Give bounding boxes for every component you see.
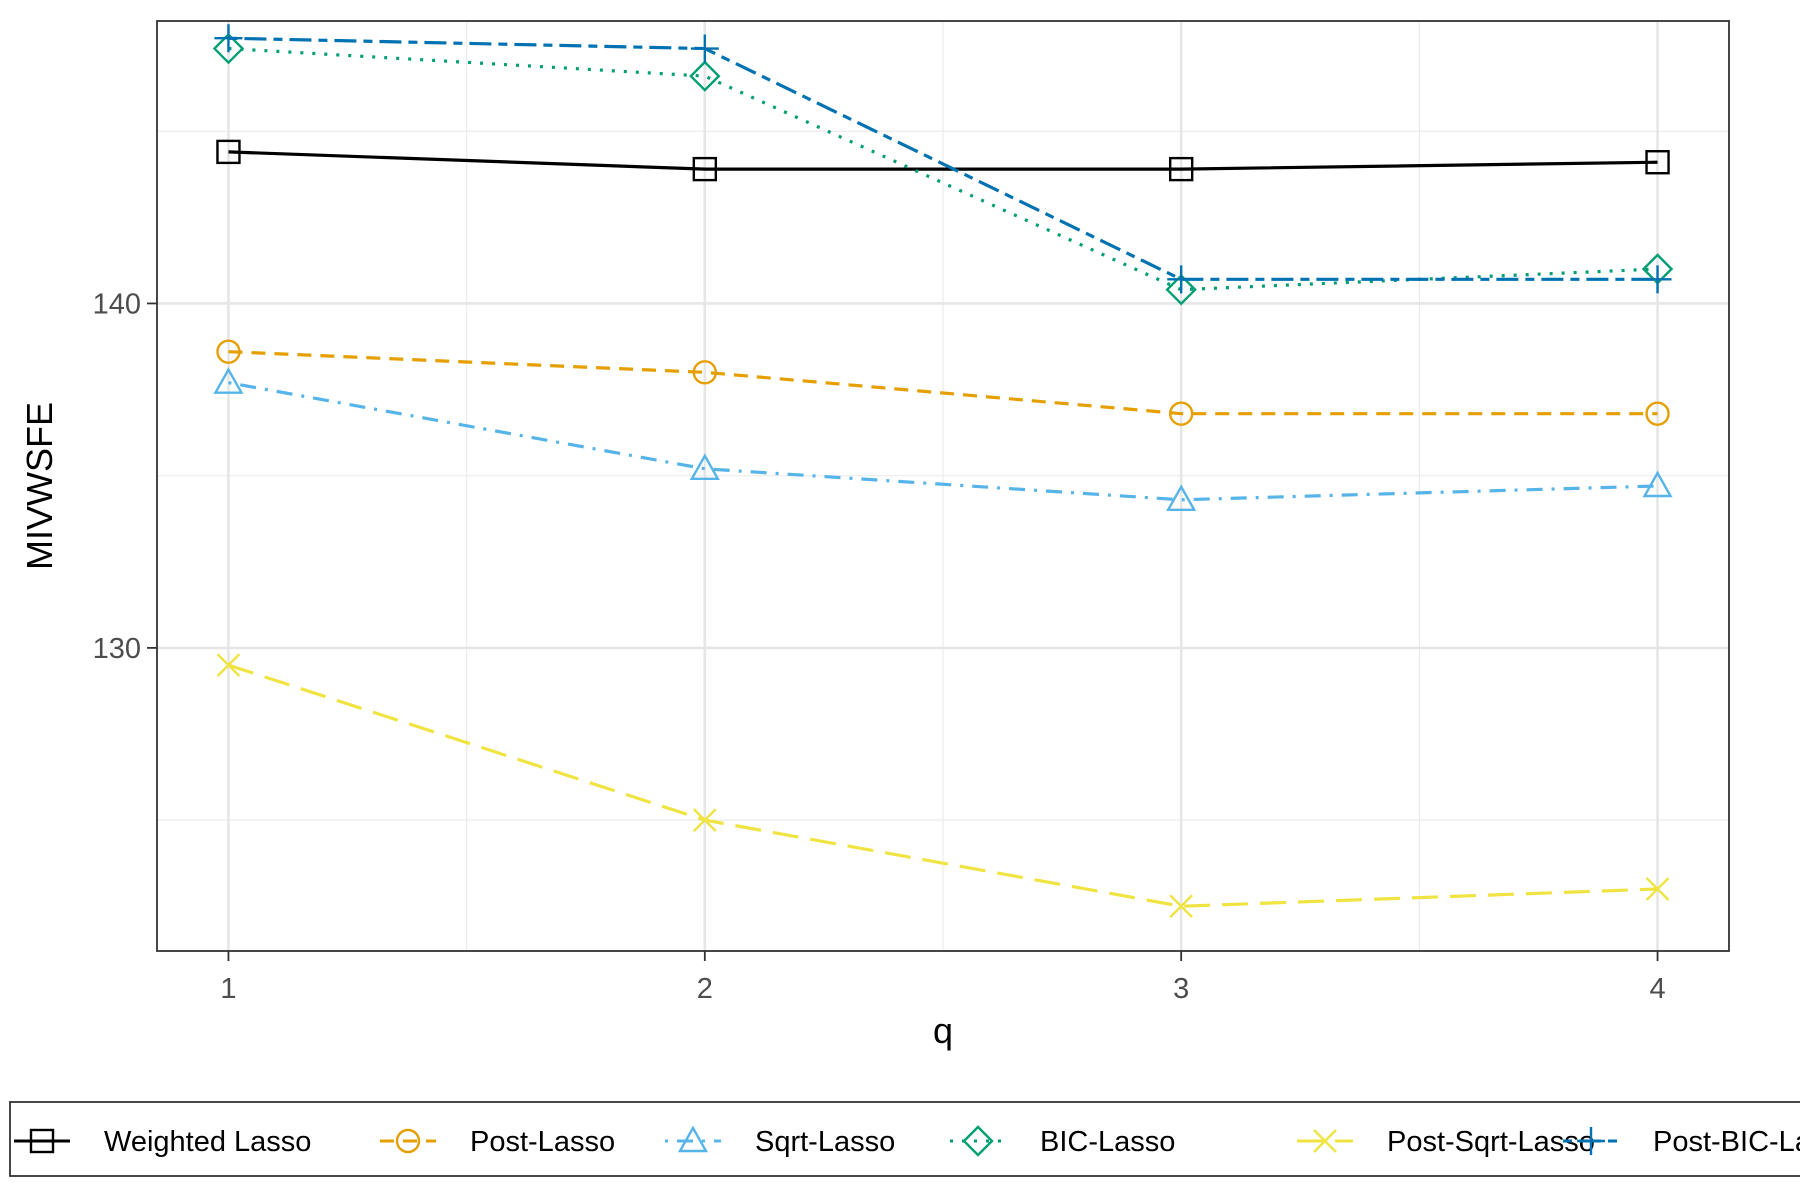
marker-diamond — [962, 1125, 994, 1157]
marker-square — [692, 156, 718, 182]
marker-diamond — [1165, 273, 1197, 306]
y-axis-label: MIVWSFE — [19, 402, 60, 570]
legend-label: Post-Lasso — [470, 1126, 615, 1158]
series-post-bic-lasso — [214, 24, 1672, 294]
marker-x — [1313, 1129, 1337, 1153]
marker-circle — [692, 360, 718, 385]
marker-plus — [1577, 1127, 1605, 1155]
legend-label: Sqrt-Lasso — [755, 1126, 895, 1158]
marker-plus — [214, 24, 243, 53]
marker-triangle — [1642, 470, 1673, 498]
marker-plus — [1643, 265, 1672, 294]
series-post-sqrt-lasso — [216, 653, 1670, 919]
axes: 1 2 3 4 130 140 — [93, 288, 1666, 1005]
series-sqrt-lasso — [213, 367, 1673, 511]
marker-square — [1168, 156, 1194, 182]
marker-plus — [1167, 265, 1196, 294]
x-tick-label: 1 — [220, 973, 236, 1005]
legend-label: Weighted Lasso — [104, 1126, 311, 1158]
marker-square — [216, 139, 241, 165]
marker-circle — [1645, 401, 1670, 426]
marker-square — [1645, 150, 1670, 175]
legend-item: Weighted Lasso — [14, 1126, 311, 1158]
legend-label: Post-Sqrt-Lasso — [1387, 1126, 1595, 1158]
marker-diamond — [212, 32, 245, 65]
x-tick-label: 2 — [697, 973, 713, 1005]
legend-item: Post-BIC-Lasso — [1563, 1126, 1800, 1158]
legend-item: Post-Sqrt-Lasso — [1297, 1126, 1595, 1158]
series-post-lasso — [216, 339, 1670, 426]
marker-circle — [395, 1128, 421, 1154]
legend-label: Post-BIC-Lasso — [1653, 1126, 1800, 1158]
plot-panel-border — [156, 20, 1730, 952]
marker-x — [1645, 877, 1670, 901]
marker-triangle — [1166, 484, 1197, 511]
marker-triangle — [689, 453, 720, 480]
marker-triangle — [213, 367, 244, 394]
series-line — [228, 150, 1658, 171]
series-weighted-lasso — [216, 139, 1670, 182]
legend-item: Post-Lasso — [380, 1126, 615, 1158]
marker-plus — [690, 34, 719, 63]
marker-square — [29, 1128, 55, 1154]
series-line — [228, 36, 1658, 281]
marker-triangle — [677, 1125, 709, 1153]
legend: Weighted Lasso Post-Lasso Sqrt-Lasso BIC-La… — [9, 1101, 1800, 1177]
x-axis-label: q — [933, 1010, 953, 1051]
series-line — [228, 381, 1658, 502]
series-line — [227, 663, 1658, 908]
series-layer — [212, 24, 1674, 919]
marker-x — [216, 653, 241, 677]
legend-label: BIC-Lasso — [1040, 1126, 1175, 1158]
legend-item: BIC-Lasso — [950, 1125, 1175, 1158]
legend-box — [9, 1101, 1800, 1177]
x-tick-label: 3 — [1173, 973, 1189, 1005]
marker-circle — [1168, 401, 1194, 426]
series-line — [228, 350, 1658, 416]
x-tick-label: 4 — [1649, 973, 1665, 1005]
marker-circle — [216, 339, 241, 364]
y-tick-label: 140 — [93, 288, 141, 320]
grid-lines — [157, 21, 1729, 951]
legend-item: Sqrt-Lasso — [665, 1125, 895, 1158]
marker-x — [692, 808, 717, 832]
y-tick-label: 130 — [93, 633, 141, 665]
marker-diamond — [689, 60, 721, 92]
marker-x — [1169, 894, 1194, 919]
